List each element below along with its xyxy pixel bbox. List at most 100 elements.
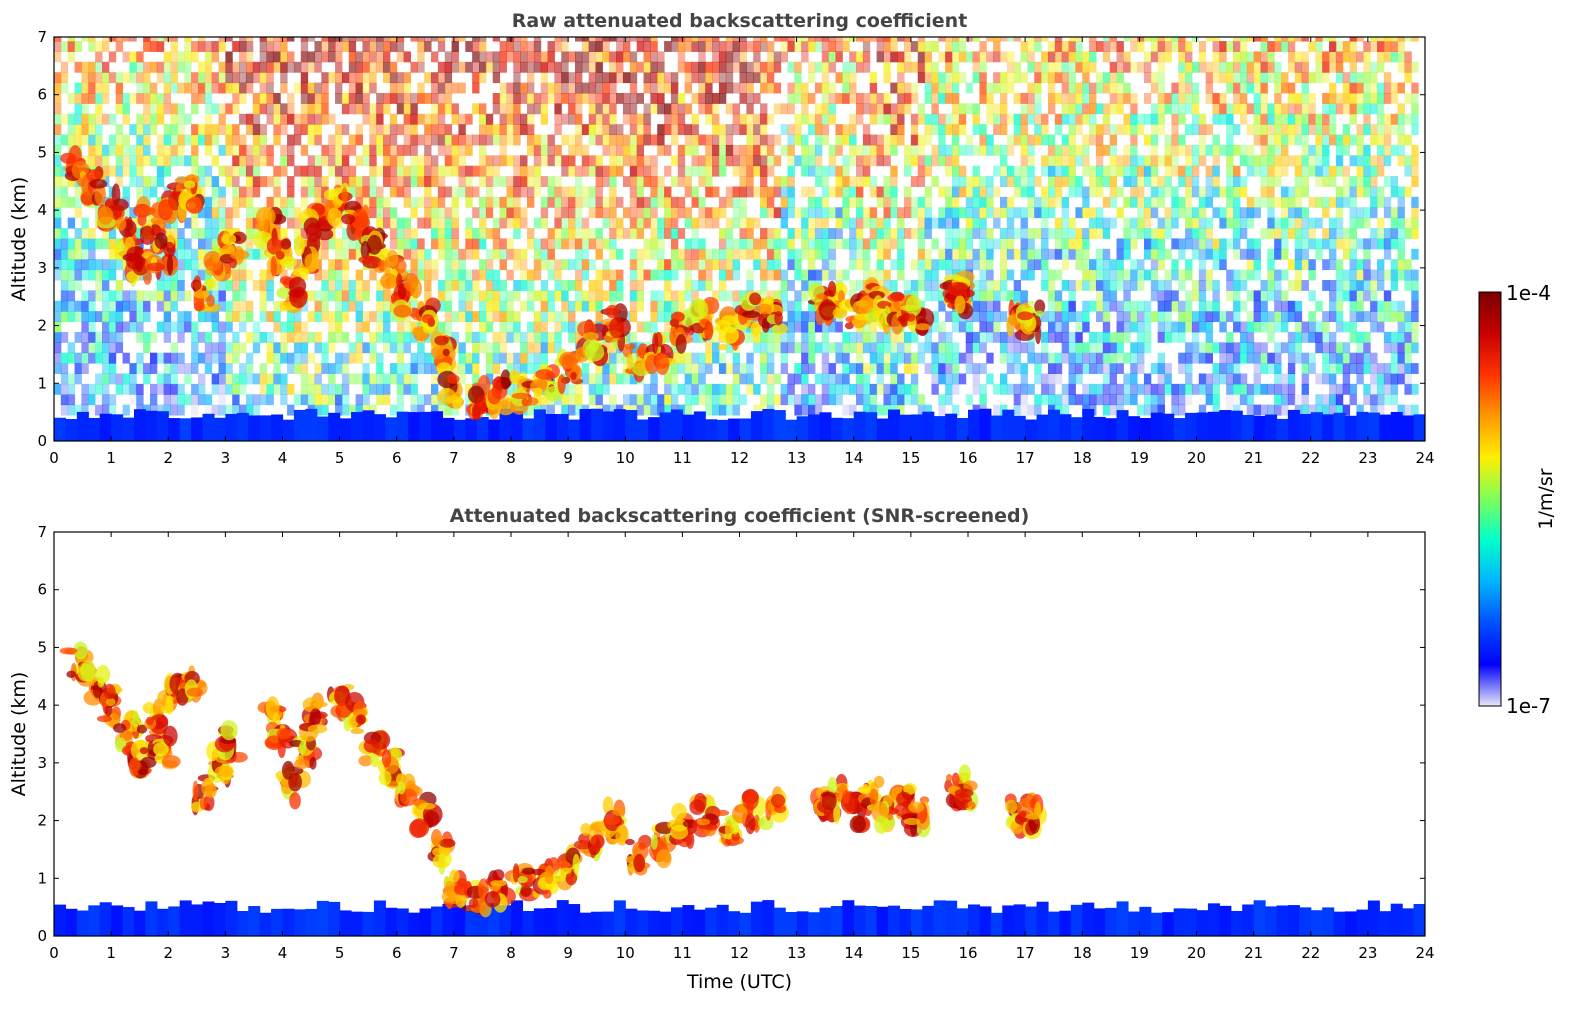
noise-cell	[1219, 248, 1227, 260]
noise-cell	[1287, 383, 1296, 395]
noise-cell	[177, 331, 185, 343]
noise-cell	[513, 134, 521, 146]
noise-cell	[540, 290, 549, 302]
noise-cell	[389, 82, 398, 94]
noise-cell	[622, 92, 631, 104]
noise-cell	[362, 103, 370, 115]
noise-cell	[417, 404, 425, 416]
noise-cell	[95, 238, 103, 250]
noise-cell	[1246, 37, 1255, 42]
noise-cell	[554, 207, 562, 219]
noise-cell	[657, 82, 665, 94]
noise-cell	[691, 144, 699, 156]
noise-cell	[136, 300, 144, 312]
noise-cell	[1191, 290, 1200, 302]
noise-cell	[225, 51, 233, 63]
noise-cell	[458, 186, 466, 198]
noise-cell	[1171, 124, 1179, 136]
noise-cell	[225, 144, 233, 156]
noise-cell	[204, 217, 213, 229]
noise-cell	[856, 394, 864, 406]
noise-cell	[170, 103, 178, 115]
noise-cell	[307, 103, 315, 115]
noise-cell	[1027, 228, 1035, 239]
noise-cell	[143, 311, 151, 323]
noise-cell	[718, 363, 727, 374]
noise-cell	[465, 134, 473, 146]
noise-cell	[581, 196, 590, 208]
noise-cell	[444, 207, 453, 219]
noise-cell	[1061, 300, 1070, 312]
noise-cell	[561, 404, 569, 416]
noise-cell	[1233, 207, 1241, 219]
noise-cell	[81, 238, 89, 250]
noise-cell	[1137, 113, 1145, 125]
noise-cell	[554, 259, 562, 271]
noise-cell	[1150, 196, 1159, 208]
noise-cell	[300, 176, 309, 187]
noise-cell	[718, 41, 727, 52]
noise-cell	[808, 37, 816, 42]
noise-cell	[1233, 404, 1241, 416]
noise-cell	[417, 155, 425, 167]
noise-cell	[876, 92, 884, 104]
noise-cell	[622, 51, 631, 63]
noise-cell	[945, 186, 953, 198]
noise-cell	[1143, 155, 1152, 167]
noise-cell	[568, 155, 576, 167]
noise-cell	[814, 196, 823, 208]
noise-cell	[458, 144, 466, 156]
noise-cell	[1274, 300, 1282, 312]
noise-cell	[581, 37, 590, 42]
noise-cell	[808, 342, 816, 354]
noise-cell	[444, 155, 453, 167]
noise-cell	[170, 82, 178, 94]
noise-cell	[431, 82, 439, 94]
noise-cell	[307, 37, 315, 42]
noise-cell	[479, 217, 487, 229]
noise-cell	[904, 61, 912, 73]
noise-cell	[1020, 176, 1028, 187]
noise-cell	[149, 404, 158, 416]
noise-cell	[862, 61, 871, 73]
noise-cell	[972, 311, 980, 323]
noise-cell	[479, 331, 487, 343]
noise-cell	[883, 61, 891, 73]
noise-cell	[999, 207, 1008, 219]
noise-cell	[101, 373, 110, 385]
noise-cell	[574, 113, 583, 125]
noise-cell	[1130, 92, 1138, 104]
noise-cell	[849, 61, 857, 73]
noise-cell	[1246, 331, 1255, 343]
noise-cell	[526, 82, 535, 94]
noise-cell	[828, 186, 836, 198]
noise-cell	[876, 352, 884, 364]
noise-cell	[547, 186, 555, 198]
noise-cell	[561, 165, 569, 177]
noise-cell	[938, 217, 946, 229]
noise-cell	[1205, 311, 1213, 323]
noise-cell	[787, 124, 795, 136]
noise-cell	[465, 113, 473, 125]
noise-cell	[417, 113, 425, 125]
noise-cell	[753, 72, 761, 84]
noise-cell	[341, 352, 350, 364]
noise-cell	[547, 259, 555, 271]
noise-cell	[1287, 300, 1296, 312]
noise-cell	[561, 290, 569, 302]
noise-cell	[828, 383, 836, 395]
noise-cell	[622, 113, 631, 125]
noise-cell	[588, 373, 597, 385]
noise-cell	[1260, 144, 1268, 156]
noise-cell	[1137, 321, 1145, 333]
noise-cell	[1281, 248, 1289, 260]
noise-cell	[1102, 279, 1111, 291]
noise-cell	[431, 72, 439, 84]
noise-cell	[67, 342, 76, 354]
noise-cell	[547, 342, 555, 354]
noise-cell	[965, 51, 974, 63]
noise-cell	[533, 61, 542, 73]
noise-cell	[636, 269, 645, 281]
noise-cell	[526, 300, 535, 312]
noise-cell	[1068, 352, 1076, 364]
